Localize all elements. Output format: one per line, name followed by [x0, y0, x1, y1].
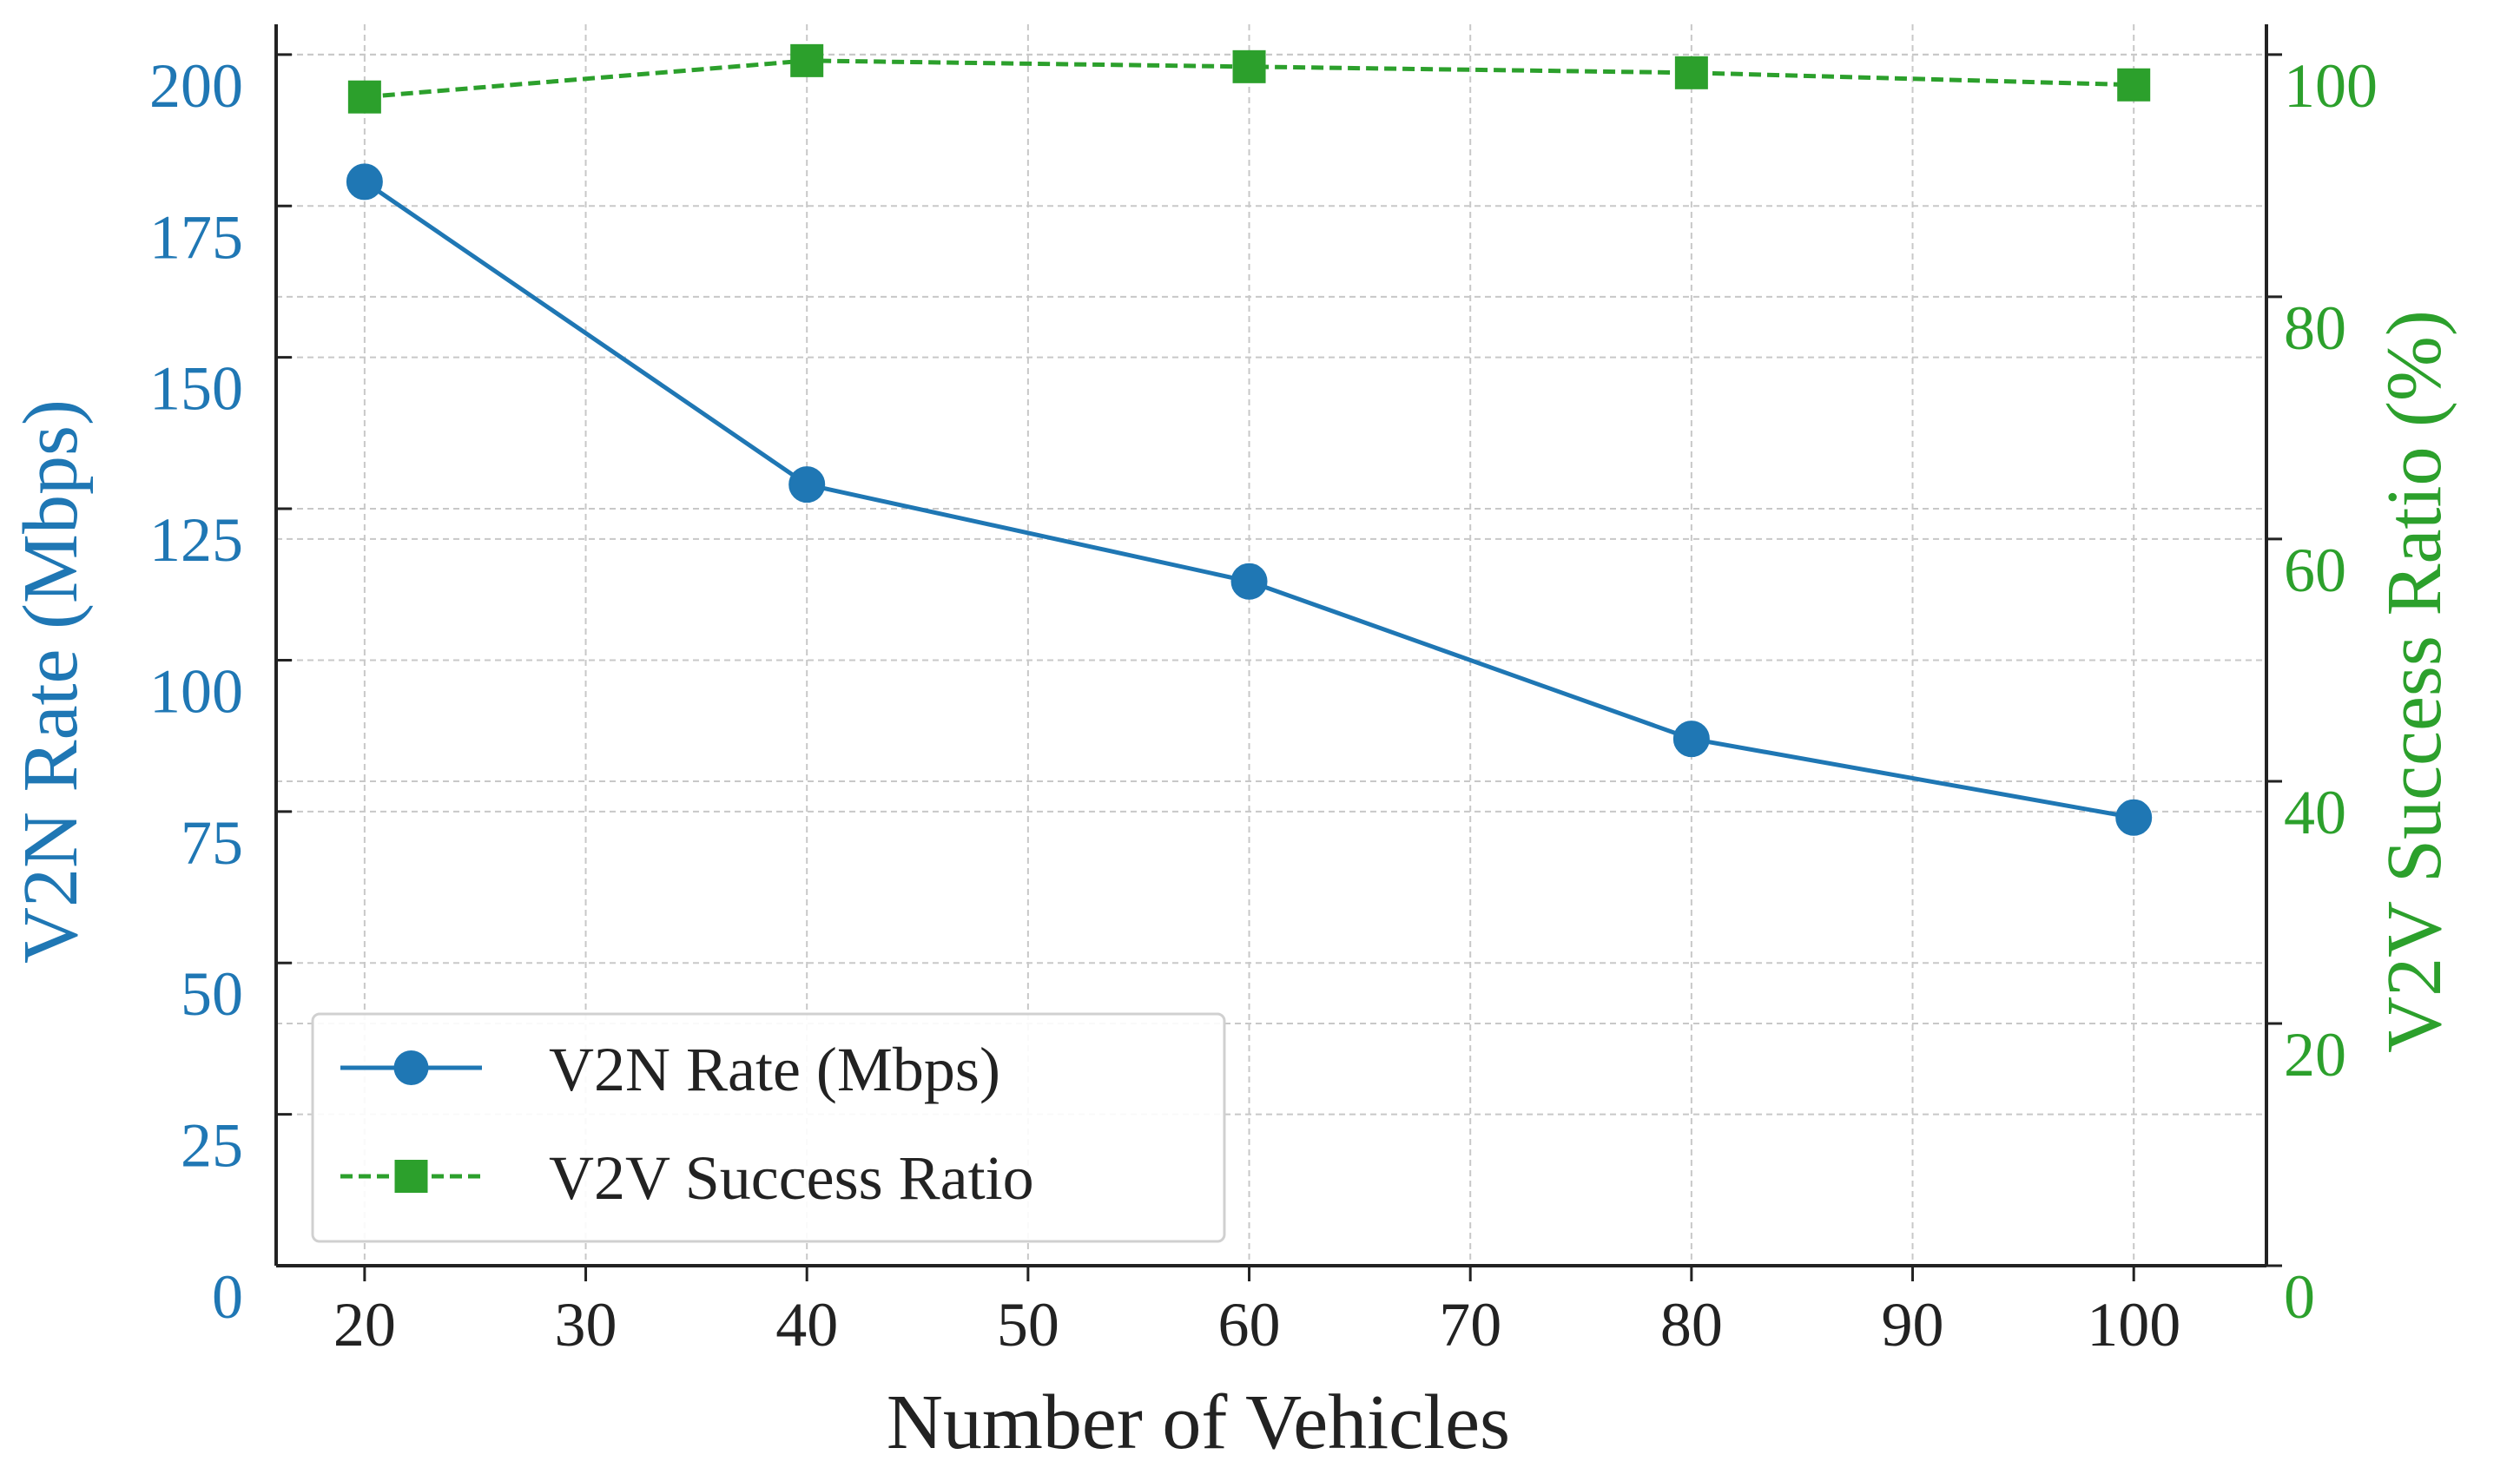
left-y-tick-label: 100 [149, 656, 243, 726]
v2v-success-ratio-point [1232, 49, 1266, 83]
right-y-axis-title: V2V Success Ratio (%) [2372, 310, 2457, 1053]
x-tick-label: 50 [997, 1290, 1059, 1359]
v2n-rate-point [346, 163, 383, 201]
left-y-tick-label: 25 [181, 1111, 243, 1181]
axes [274, 24, 2268, 1267]
right-y-tick-label: 40 [2284, 778, 2346, 847]
left-y-tick-label: 175 [149, 202, 243, 272]
tick-marks [276, 53, 2282, 1281]
legend: V2N Rate (Mbps) V2V Success Ratio [311, 1012, 1226, 1243]
v2n-rate-point [1230, 563, 1268, 600]
v2n-rate-point [788, 466, 826, 504]
x-tick-label: 20 [333, 1290, 396, 1359]
x-tick-label: 40 [775, 1290, 838, 1359]
left-y-tick-label: 50 [181, 959, 243, 1029]
legend-v2v-success-ratio-marker [394, 1160, 428, 1193]
left-y-tick-label: 200 [149, 51, 243, 121]
left-y-tick-label: 75 [181, 808, 243, 878]
legend-v2n-rate-marker [393, 1050, 429, 1085]
legend-v2v-success-ratio-label: V2V Success Ratio [549, 1143, 1034, 1213]
left-y-tick-label: 150 [149, 354, 243, 424]
x-tick-label: 60 [1218, 1290, 1281, 1359]
v2v-success-ratio-point [347, 80, 381, 114]
x-tick-label: 100 [2087, 1290, 2180, 1359]
v2n-rate-point [2115, 799, 2153, 836]
right-y-tick-label: 0 [2284, 1262, 2315, 1332]
tick-labels: 20 30 40 50 60 70 80 90 100 0 25 50 75 100 125 150 175 20… [149, 51, 2378, 1359]
right-y-tick-label: 80 [2284, 293, 2346, 363]
left-y-axis-title: V2N Rate (Mbps) [8, 399, 94, 964]
v2v-success-ratio-point [790, 43, 824, 77]
x-tick-label: 90 [1882, 1290, 1944, 1359]
left-y-tick-label: 0 [212, 1262, 243, 1332]
v2v-success-ratio-point [2117, 68, 2151, 102]
x-tick-label: 30 [555, 1290, 617, 1359]
x-tick-label: 80 [1660, 1290, 1723, 1359]
x-axis-title: Number of Vehicles [887, 1379, 1510, 1465]
legend-v2n-rate-label: V2N Rate (Mbps) [549, 1035, 1000, 1104]
v2v-success-ratio-point [1674, 56, 1708, 89]
left-y-tick-label: 125 [149, 505, 243, 575]
right-y-tick-label: 100 [2284, 51, 2378, 121]
v2n-rate-point [1672, 721, 1710, 758]
right-y-tick-label: 60 [2284, 536, 2346, 605]
right-y-tick-label: 20 [2284, 1020, 2346, 1089]
legend-box [311, 1012, 1226, 1243]
series-layer [346, 43, 2153, 836]
x-tick-label: 70 [1439, 1290, 1501, 1359]
